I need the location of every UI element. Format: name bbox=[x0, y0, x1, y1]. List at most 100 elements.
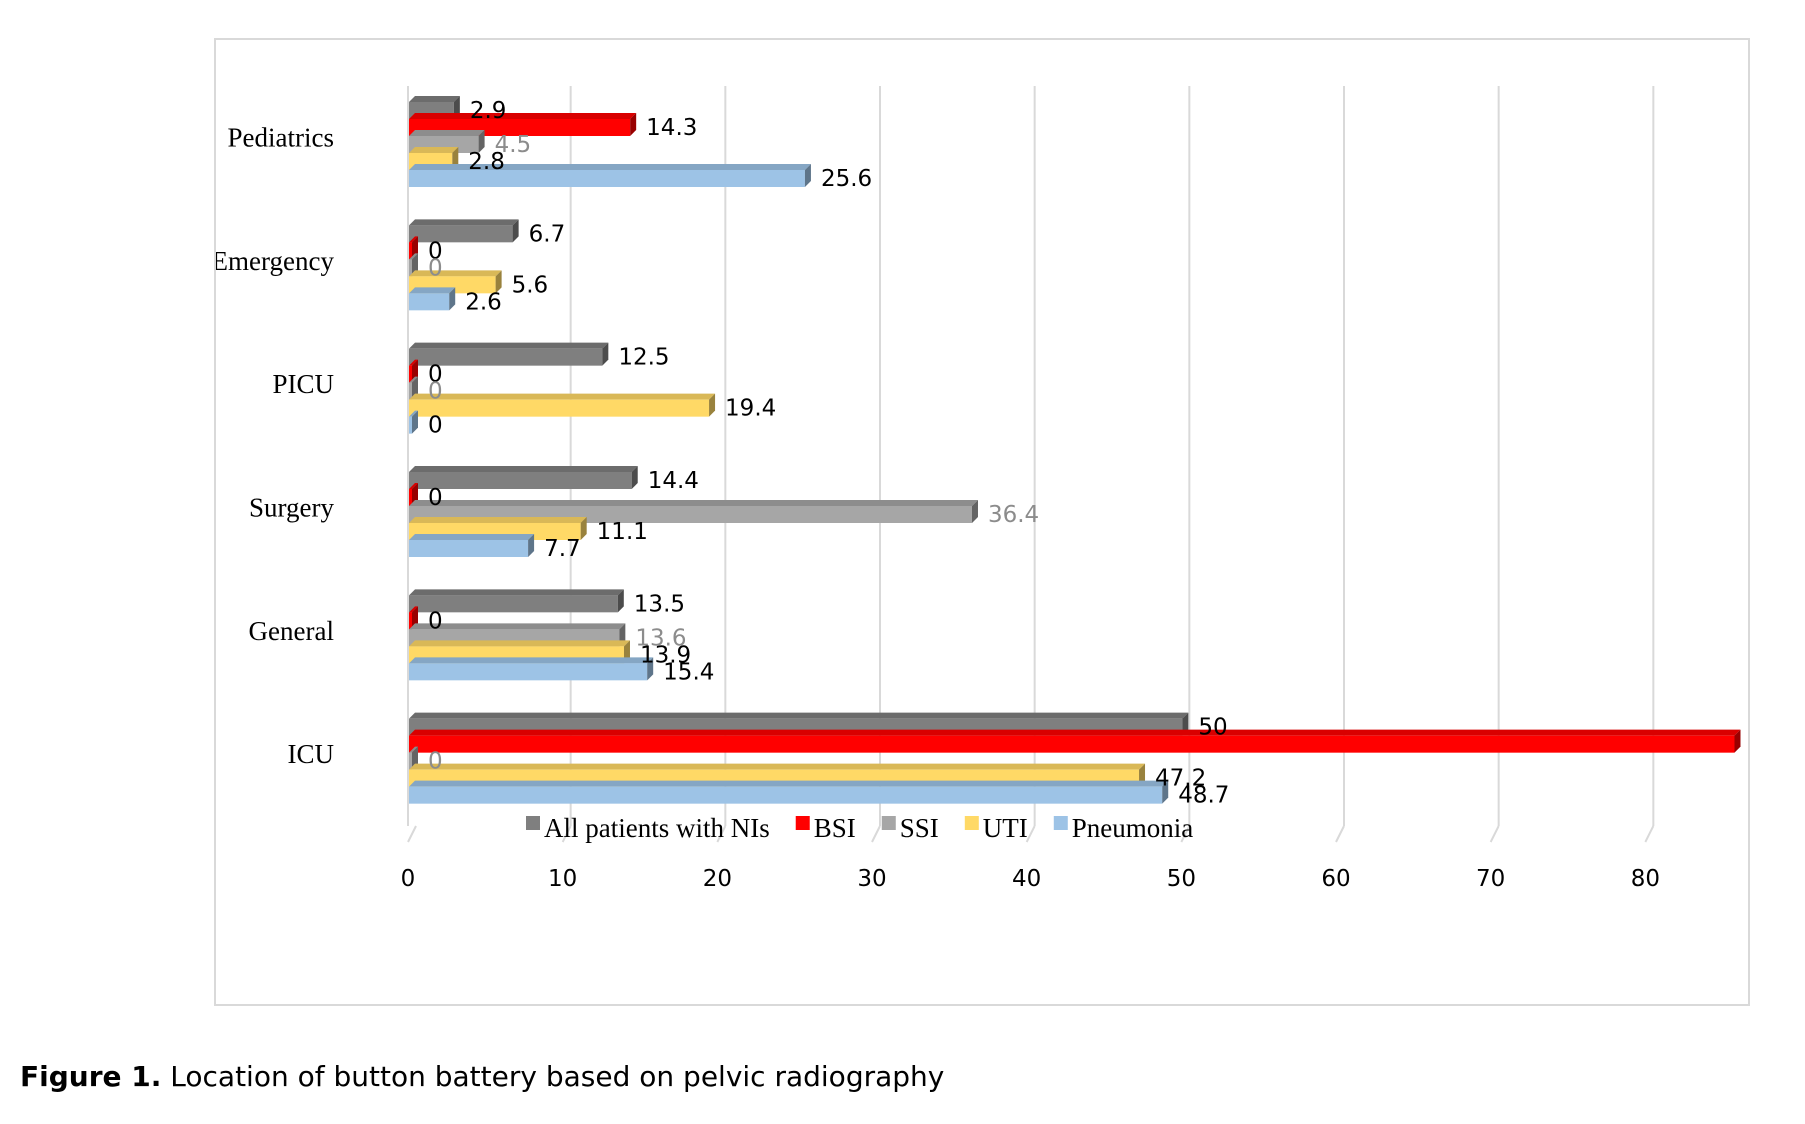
bar-end-face bbox=[412, 410, 418, 434]
bar bbox=[409, 348, 603, 366]
bar bbox=[409, 399, 710, 417]
bars bbox=[409, 96, 1741, 804]
data-label: 15.4 bbox=[663, 659, 714, 685]
floor-gridline bbox=[1489, 825, 1500, 843]
bar-top-face bbox=[409, 589, 624, 596]
data-label: 5.6 bbox=[512, 272, 549, 298]
caption-label: Figure 1. bbox=[20, 1060, 162, 1093]
x-tick-label: 80 bbox=[1631, 866, 1660, 892]
data-label: 25.6 bbox=[821, 166, 872, 192]
data-label: 0 bbox=[428, 362, 443, 388]
data-label: 6.7 bbox=[529, 221, 566, 247]
bar-top-face bbox=[409, 287, 456, 294]
bar bbox=[409, 242, 412, 260]
bar bbox=[409, 259, 412, 277]
bar-top-face bbox=[409, 219, 519, 226]
category-label: Emergency bbox=[216, 246, 334, 276]
bar-top-face bbox=[409, 147, 459, 153]
gridlines bbox=[407, 86, 1655, 843]
bar bbox=[409, 489, 412, 506]
bar-top-face bbox=[409, 236, 418, 243]
bar-end-face bbox=[495, 270, 502, 294]
bar bbox=[409, 365, 412, 383]
data-label: 12.5 bbox=[618, 345, 669, 371]
x-tick-label: 50 bbox=[1167, 866, 1196, 892]
floor-gridline bbox=[871, 825, 881, 843]
bar-end-face bbox=[1162, 780, 1169, 804]
legend: All patients with NIs BSI SSI UTI Pneumonia bbox=[526, 813, 1193, 843]
data-labels: 2.914.34.52.825.66.7005.62.612.50019.401… bbox=[428, 98, 1752, 809]
bar-top-face bbox=[409, 253, 418, 260]
bar bbox=[409, 540, 529, 557]
data-label: 47.2 bbox=[1155, 766, 1206, 792]
bar bbox=[409, 293, 450, 311]
data-label: 36.4 bbox=[988, 502, 1039, 528]
data-label: 13.5 bbox=[634, 591, 685, 617]
bar-end-face bbox=[1734, 729, 1741, 753]
bar-end-face bbox=[630, 113, 637, 136]
x-tick-label: 70 bbox=[1476, 866, 1505, 892]
x-tick-label: 60 bbox=[1321, 866, 1350, 892]
data-label: 11.1 bbox=[597, 519, 648, 545]
data-label: 0 bbox=[428, 238, 443, 264]
category-label: General bbox=[249, 616, 334, 646]
data-label: 0 bbox=[428, 608, 443, 634]
legend-label: BSI bbox=[814, 813, 856, 843]
bar bbox=[409, 225, 513, 243]
bar-top-face bbox=[409, 130, 485, 136]
floor-gridline bbox=[1644, 825, 1655, 843]
bar-top-face bbox=[409, 780, 1169, 787]
data-label: 19.4 bbox=[725, 396, 776, 422]
bar-top-face bbox=[409, 270, 502, 277]
data-label: 13.6 bbox=[635, 625, 686, 651]
legend-label: All patients with NIs bbox=[544, 813, 770, 843]
bar bbox=[409, 170, 805, 187]
bar bbox=[409, 612, 412, 630]
figure-caption: Figure 1. Location of button battery bas… bbox=[20, 1060, 944, 1093]
bar-top-face bbox=[409, 376, 418, 383]
legend-label: UTI bbox=[983, 813, 1028, 843]
bar-end-face bbox=[617, 589, 624, 613]
bar-end-face bbox=[709, 393, 716, 417]
bar-end-face bbox=[647, 657, 654, 681]
legend-swatch bbox=[795, 816, 810, 830]
category-label: Pediatrics bbox=[228, 123, 334, 153]
floor-gridline bbox=[716, 825, 727, 843]
bar-top-face bbox=[409, 113, 637, 119]
data-label: 14.4 bbox=[648, 468, 699, 494]
category-label: ICU bbox=[288, 739, 335, 769]
bar-top-face bbox=[409, 712, 1189, 719]
bar-top-face bbox=[409, 410, 418, 417]
data-label: 7.7 bbox=[544, 536, 581, 562]
x-tick-label: 0 bbox=[401, 866, 416, 892]
axes: 0102030405060708090PediatricsEmergencyPI… bbox=[216, 123, 1660, 893]
legend-swatch bbox=[881, 816, 896, 830]
bar-top-face bbox=[409, 96, 460, 102]
data-label: 2.9 bbox=[470, 98, 507, 124]
bar-end-face bbox=[512, 219, 519, 243]
data-label: 50 bbox=[1198, 715, 1227, 741]
legend-swatch bbox=[1053, 816, 1068, 830]
floor-gridline bbox=[1180, 825, 1191, 843]
x-tick-label: 20 bbox=[703, 866, 732, 892]
bar-top-face bbox=[409, 393, 716, 400]
bar-top-face bbox=[409, 517, 587, 523]
bar-top-face bbox=[409, 342, 609, 349]
bar bbox=[409, 786, 1163, 804]
data-label: 14.3 bbox=[646, 115, 697, 141]
bar-top-face bbox=[409, 483, 418, 489]
data-label: 0 bbox=[428, 379, 443, 405]
bar bbox=[409, 735, 1735, 753]
floor-gridline bbox=[1335, 825, 1345, 843]
bar-top-face bbox=[409, 164, 811, 170]
data-label: 85.7 bbox=[1750, 732, 1752, 758]
x-tick-label: 40 bbox=[1012, 866, 1041, 892]
bar bbox=[409, 595, 618, 613]
bar-top-face bbox=[409, 534, 535, 540]
bar-end-face bbox=[478, 130, 485, 153]
data-label: 4.5 bbox=[495, 132, 532, 158]
bar bbox=[409, 472, 632, 489]
data-label: 2.8 bbox=[468, 149, 505, 175]
bar-end-face bbox=[528, 534, 535, 557]
legend-swatch bbox=[964, 816, 979, 830]
